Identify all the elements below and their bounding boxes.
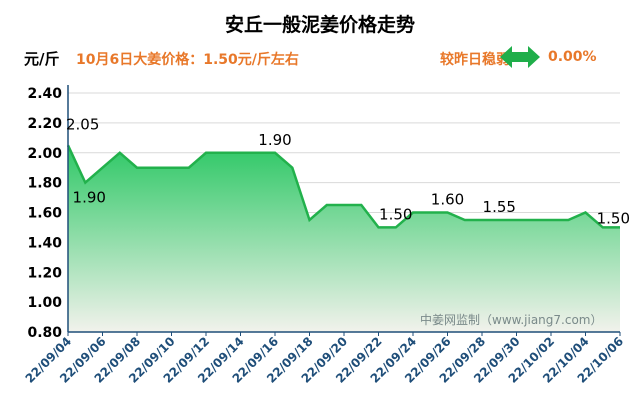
- x-tick-labels: 22/09/0422/09/0622/09/0822/09/1022/09/12…: [23, 332, 626, 386]
- data-label: 2.05: [66, 115, 99, 133]
- data-label: 1.90: [258, 131, 291, 149]
- chart-title: 安丘一般泥姜价格走势: [224, 14, 415, 36]
- price-area: [68, 145, 620, 332]
- y-tick-label: 2.00: [27, 146, 62, 162]
- price-summary: 10月6日大姜价格：1.50元/斤左右: [76, 52, 299, 68]
- data-label: 1.90: [73, 189, 106, 207]
- data-label: 1.60: [431, 191, 464, 209]
- y-tick-label: 0.80: [27, 325, 62, 341]
- y-tick-label: 1.00: [27, 295, 62, 311]
- price-line: [66, 144, 620, 229]
- trend-text: 较昨日稳弱: [440, 52, 510, 68]
- y-tick-label: 2.20: [27, 116, 62, 132]
- y-tick-label: 2.40: [27, 86, 62, 102]
- y-tick-labels: 0.80 1.00 1.20 1.40 1.60 1.80 2.00 2.20 2.40: [27, 86, 62, 341]
- data-labels: 2.05 1.90 1.90 1.50 1.60 1.55 1.50: [66, 115, 630, 227]
- data-label: 1.55: [483, 198, 516, 216]
- watermark: 中姜网监制（www.jiang7.com）: [420, 312, 602, 327]
- y-tick-label: 1.60: [27, 206, 62, 222]
- y-tick-label: 1.20: [27, 265, 62, 281]
- data-label: 1.50: [379, 205, 412, 223]
- unit-label: 元/斤: [24, 50, 60, 68]
- y-tick-label: 1.40: [27, 235, 62, 251]
- y-tick-label: 1.80: [27, 176, 62, 192]
- change-percent: 0.00%: [548, 49, 597, 65]
- data-label: 1.50: [597, 209, 630, 227]
- left-right-arrow-icon: [500, 46, 540, 68]
